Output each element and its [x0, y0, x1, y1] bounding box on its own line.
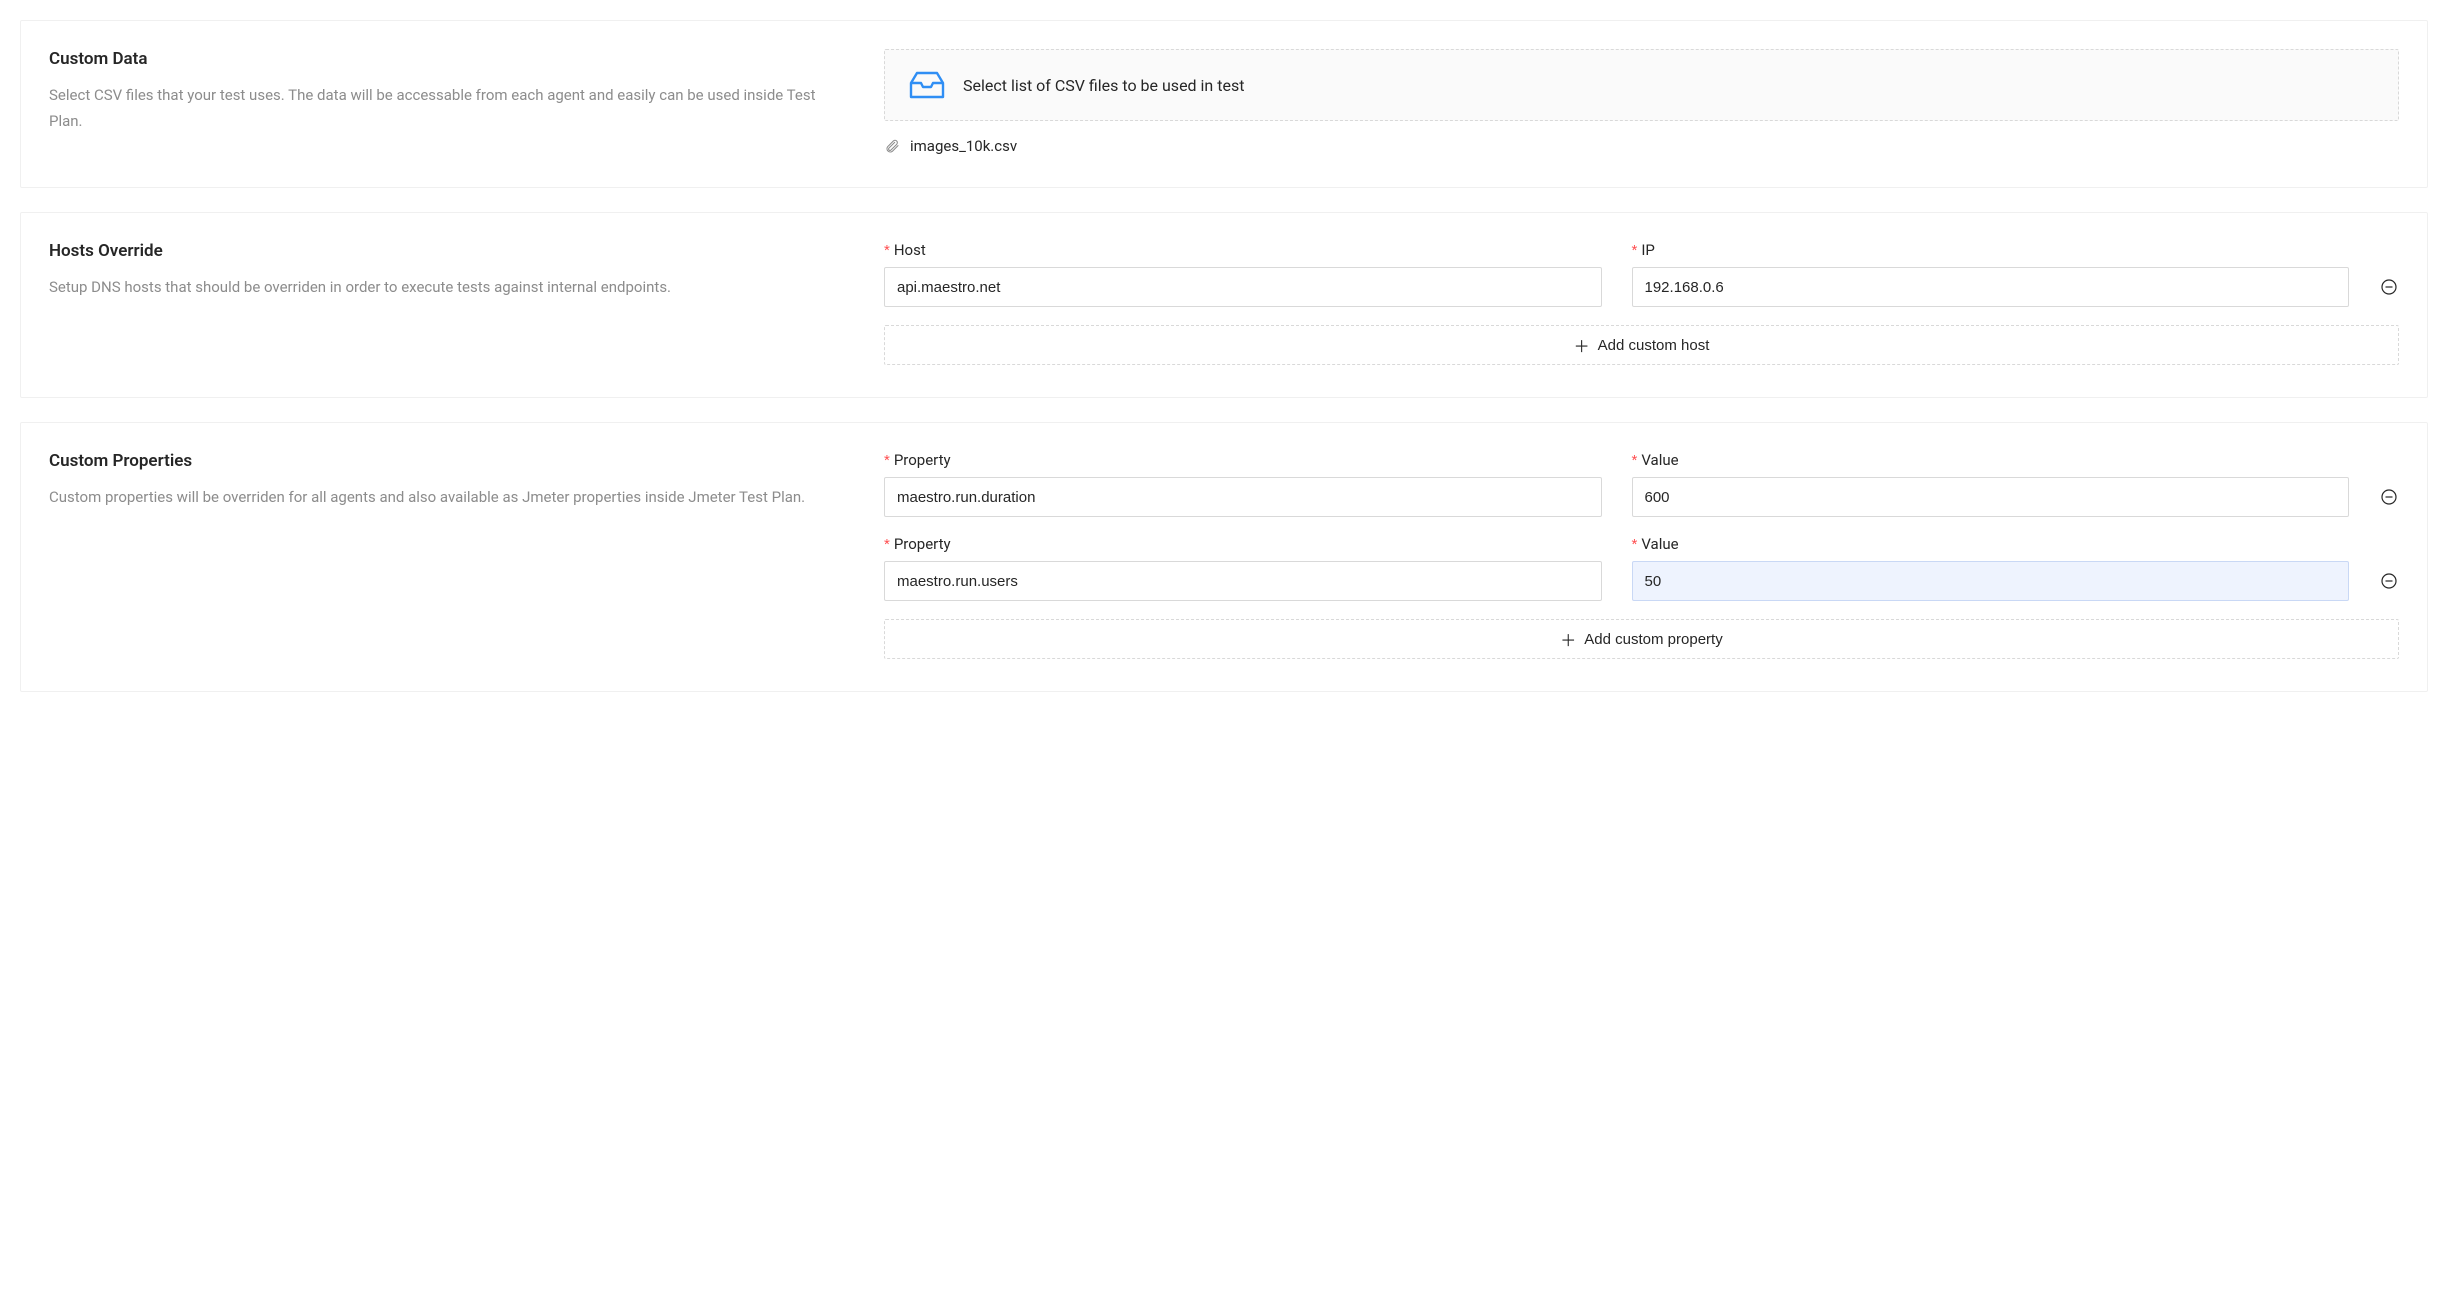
plus-icon: ＋ [1574, 333, 1590, 357]
value-label-text: Value [1641, 535, 1678, 553]
host-row: *Host *IP [884, 241, 2399, 307]
host-label: *Host [884, 241, 1602, 259]
value-label: *Value [1632, 535, 2350, 553]
properties-title: Custom Properties [49, 451, 848, 471]
property-label-text: Property [894, 535, 951, 553]
add-property-label: Add custom property [1584, 631, 1722, 648]
host-field-group: *Host [884, 241, 1602, 307]
properties-content: *Property *Value *Property *Value [884, 451, 2399, 659]
property-name-input[interactable] [884, 561, 1602, 601]
minus-circle-icon [2381, 279, 2397, 295]
ip-input[interactable] [1632, 267, 2350, 307]
paperclip-icon [884, 138, 900, 154]
property-label-text: Property [894, 451, 951, 469]
property-value-input[interactable] [1632, 477, 2350, 517]
property-name-input[interactable] [884, 477, 1602, 517]
remove-property-button[interactable] [2379, 561, 2399, 601]
minus-circle-icon [2381, 573, 2397, 589]
csv-dropzone[interactable]: Select list of CSV files to be used in t… [884, 49, 2399, 121]
host-label-text: Host [894, 241, 926, 259]
remove-host-button[interactable] [2379, 267, 2399, 307]
ip-field-group: *IP [1632, 241, 2350, 307]
value-label: *Value [1632, 451, 2350, 469]
add-property-button[interactable]: ＋ Add custom property [884, 619, 2399, 659]
minus-circle-icon [2381, 489, 2397, 505]
hosts-override-card: Hosts Override Setup DNS hosts that shou… [20, 212, 2428, 398]
property-field-group: *Property [884, 535, 1602, 601]
properties-info: Custom Properties Custom properties will… [49, 451, 848, 659]
uploaded-file-row[interactable]: images_10k.csv [884, 137, 2399, 155]
ip-label: *IP [1632, 241, 2350, 259]
dropzone-text: Select list of CSV files to be used in t… [963, 76, 1244, 95]
property-value-input[interactable] [1632, 561, 2350, 601]
custom-data-description: Select CSV files that your test uses. Th… [49, 83, 848, 134]
property-row: *Property *Value [884, 451, 2399, 517]
property-field-group: *Property [884, 451, 1602, 517]
value-field-group: *Value [1632, 535, 2350, 601]
property-label: *Property [884, 451, 1602, 469]
hosts-description: Setup DNS hosts that should be overriden… [49, 275, 848, 301]
properties-description: Custom properties will be overriden for … [49, 485, 848, 511]
value-label-text: Value [1641, 451, 1678, 469]
custom-properties-card: Custom Properties Custom properties will… [20, 422, 2428, 692]
add-host-button[interactable]: ＋ Add custom host [884, 325, 2399, 365]
inbox-icon [909, 70, 945, 100]
uploaded-file-name: images_10k.csv [910, 137, 1017, 155]
hosts-info: Hosts Override Setup DNS hosts that shou… [49, 241, 848, 365]
remove-property-button[interactable] [2379, 477, 2399, 517]
value-field-group: *Value [1632, 451, 2350, 517]
custom-data-info: Custom Data Select CSV files that your t… [49, 49, 848, 155]
property-row: *Property *Value [884, 535, 2399, 601]
hosts-content: *Host *IP ＋ Add custom host [884, 241, 2399, 365]
custom-data-content: Select list of CSV files to be used in t… [884, 49, 2399, 155]
custom-data-card: Custom Data Select CSV files that your t… [20, 20, 2428, 188]
ip-label-text: IP [1641, 241, 1655, 259]
plus-icon: ＋ [1560, 627, 1576, 651]
property-label: *Property [884, 535, 1602, 553]
add-host-label: Add custom host [1598, 337, 1710, 354]
hosts-title: Hosts Override [49, 241, 848, 261]
custom-data-title: Custom Data [49, 49, 848, 69]
host-input[interactable] [884, 267, 1602, 307]
